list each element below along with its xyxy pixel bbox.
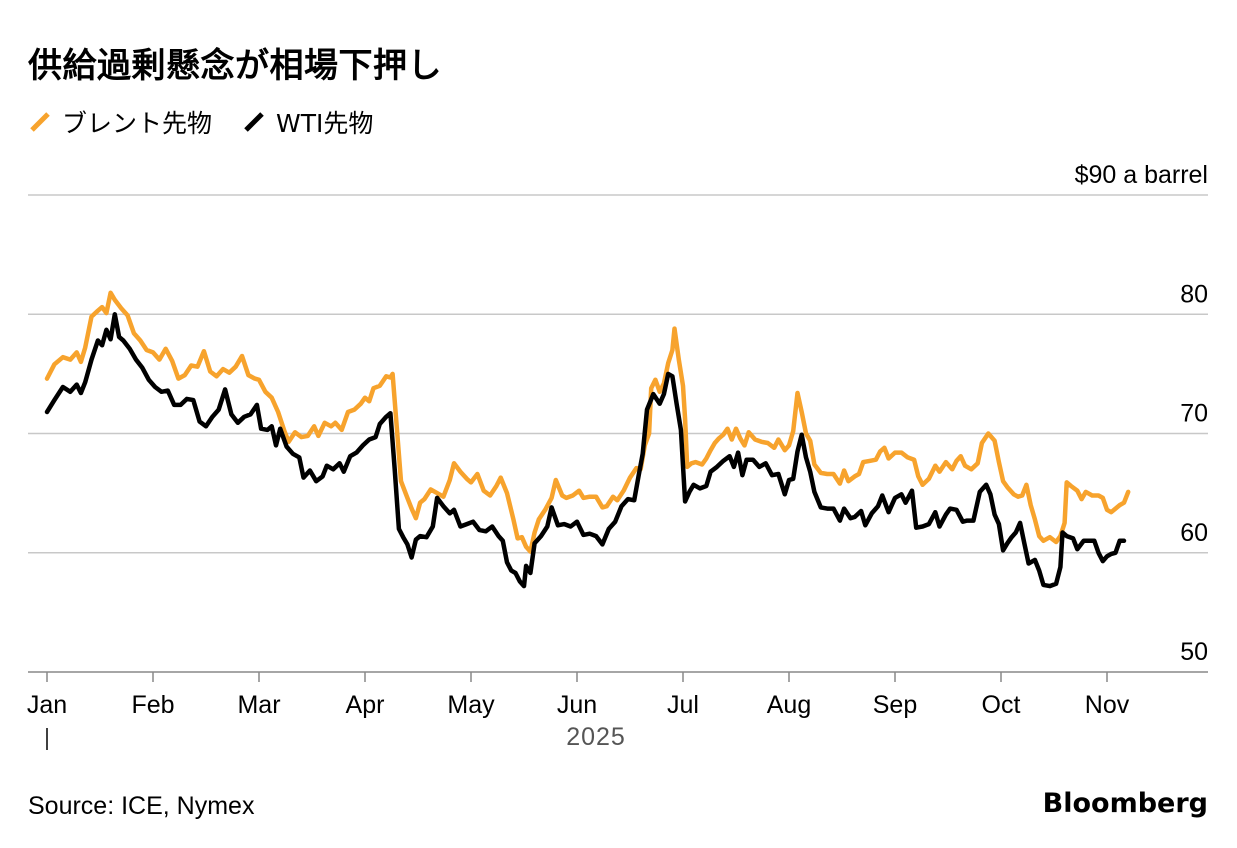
x-tick-label-feb: Feb [131, 691, 174, 719]
x-tick-label-jun: Jun [557, 691, 597, 719]
legend-label-brent: ブレント先物 [62, 109, 213, 138]
y-tick-label-60: 60 [1180, 519, 1208, 547]
source-note: Source: ICE, Nymex [28, 792, 255, 820]
line-chart: $90 a barrel 80 70 60 50 Jan Feb Mar Apr May Jun Ju… [27, 161, 1208, 751]
x-tick-label-mar: Mar [237, 691, 280, 719]
x-tick-label-apr: Apr [346, 691, 385, 719]
y-tick-label-80: 80 [1180, 280, 1208, 308]
x-tick-label-sep: Sep [873, 691, 917, 719]
legend-item-wti: WTI先物 [242, 104, 373, 140]
x-tick-label-nov: Nov [1085, 691, 1130, 719]
y-tick-label-70: 70 [1180, 400, 1208, 428]
legend-item-brent: ブレント先物 [28, 104, 212, 140]
legend: ブレント先物 WTI先物 [28, 104, 403, 140]
bloomberg-logo: Bloomberg [1042, 788, 1208, 819]
legend-label-wti: WTI先物 [276, 109, 374, 138]
year-label: 2025 [566, 723, 626, 751]
y-tick-label-90: $90 a barrel [1075, 161, 1208, 189]
series-line-brent [44, 290, 1131, 554]
legend-swatch-brent [30, 112, 50, 132]
y-tick-label-50: 50 [1180, 638, 1208, 666]
x-tick-label-oct: Oct [982, 691, 1021, 719]
chart-title: 供給過剰懸念が相場下押し [28, 46, 442, 86]
series-line-wti [44, 312, 1127, 589]
x-tick-label-aug: Aug [767, 691, 811, 719]
x-tick-label-may: May [447, 691, 495, 719]
legend-swatch-wti [244, 112, 264, 132]
x-tick-label-jul: Jul [667, 691, 699, 719]
x-tick-label-jan: Jan [27, 691, 67, 719]
